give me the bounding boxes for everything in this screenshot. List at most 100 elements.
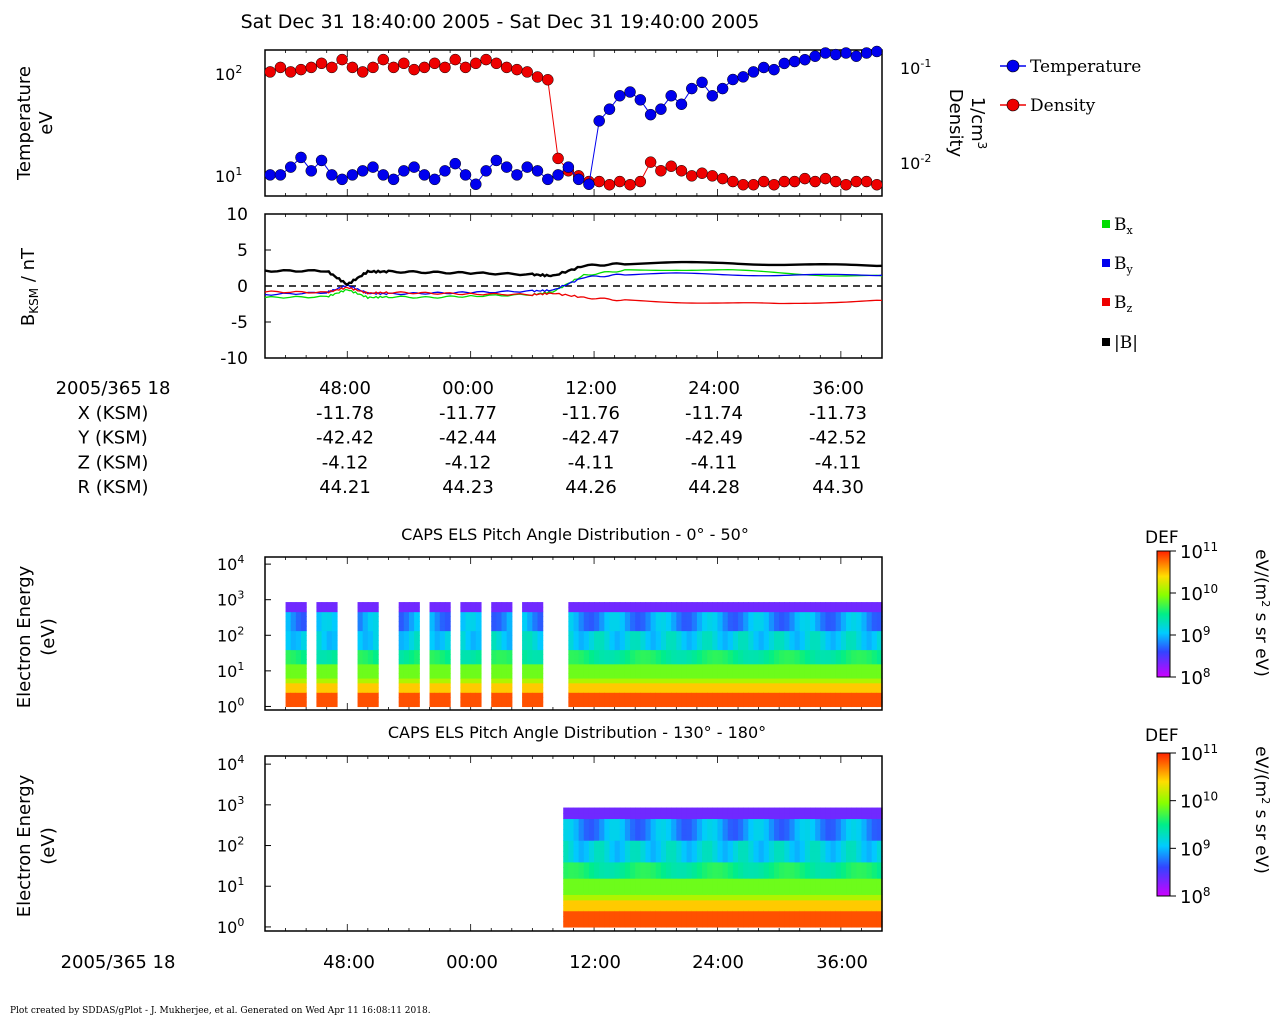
b-ytick: 5 <box>237 241 248 261</box>
spectrogram-cell <box>789 905 796 912</box>
spectrogram-cell <box>707 668 713 674</box>
spectrogram-cell <box>578 654 585 660</box>
spectrogram-cell <box>851 818 857 825</box>
spectrogram-cell <box>851 630 857 636</box>
spectrogram-cell <box>804 663 811 670</box>
spectrogram-cell <box>537 701 544 708</box>
spectrogram-cell <box>876 677 883 684</box>
spectrogram-cell <box>532 663 539 670</box>
spectrogram-cell <box>614 701 621 708</box>
spectrogram-cell <box>768 611 775 617</box>
spectrogram-cell <box>820 687 827 693</box>
spectrogram-cell <box>743 682 749 689</box>
spectrogram-cell <box>876 850 883 857</box>
spectrogram-cell <box>727 910 734 917</box>
spectrogram-cell <box>414 602 420 608</box>
spectrogram-cell <box>398 602 405 608</box>
spectrogram-cell <box>851 606 857 613</box>
legend-by-marker <box>1102 259 1110 267</box>
spectrogram-cell <box>696 861 703 868</box>
spectrogram-cell <box>835 635 842 641</box>
spectrogram-cell <box>804 845 811 852</box>
spectrogram-cell <box>768 677 775 684</box>
spectrogram-cell <box>583 644 590 651</box>
spectrogram-cell <box>861 910 868 917</box>
spectrogram-cell <box>707 834 713 841</box>
spectrogram-cell <box>840 834 847 841</box>
spectrogram-cell <box>815 616 821 622</box>
spectrogram-cell <box>758 916 765 923</box>
spectrogram-cell <box>871 640 878 646</box>
spectrogram-cell <box>630 640 636 646</box>
spectrogram-cell <box>779 701 785 708</box>
spectrogram-cell <box>722 894 729 901</box>
spectrogram-cell <box>681 625 688 632</box>
spectrogram-cell <box>609 829 616 836</box>
spectrogram-cell <box>604 701 611 708</box>
spectrogram-cell <box>439 687 446 693</box>
spectrogram-cell <box>609 635 616 641</box>
spectrogram-cell <box>599 625 605 632</box>
spectrogram-cell <box>496 654 503 660</box>
spectrogram-cell <box>784 625 791 632</box>
spectrogram-cell <box>815 654 821 660</box>
spectrogram-cell <box>583 921 590 928</box>
spectrogram-cell <box>635 834 641 841</box>
spectrogram-cell <box>846 692 852 698</box>
spectrogram-cell <box>583 823 590 830</box>
spectrogram-cell <box>763 625 770 632</box>
spectrogram-cell <box>753 899 760 906</box>
spectrogram-cell <box>871 654 878 660</box>
density-point <box>603 178 616 191</box>
spectrogram-cell <box>599 921 605 928</box>
spectrogram-cell <box>573 867 580 874</box>
spectrogram-cell <box>671 630 677 636</box>
spectrogram-cell <box>660 611 667 617</box>
spectrogram-cell <box>784 888 791 895</box>
spectrogram-cell <box>763 654 770 660</box>
spectrogram-cell <box>630 644 636 651</box>
spectrogram-cell <box>789 861 796 868</box>
spectrogram-cell <box>686 840 693 847</box>
spectrogram-cell <box>681 807 688 814</box>
spectrogram-cell <box>686 611 693 617</box>
spectrogram-cell <box>830 861 837 868</box>
spectrogram-cell <box>676 899 683 906</box>
spectrogram-cell <box>599 621 605 627</box>
spectrogram-cell <box>743 640 749 646</box>
spectrogram-cell <box>614 659 621 665</box>
spectrogram-cell <box>619 845 626 852</box>
spectrogram-cell <box>588 856 595 863</box>
spectrogram-cell <box>768 692 775 698</box>
spectrogram-cell <box>820 677 827 684</box>
spectrogram-cell <box>815 606 821 613</box>
spectrogram-cell <box>295 687 302 693</box>
spectrogram-cell <box>578 823 585 830</box>
spectrogram-cell <box>671 818 677 825</box>
spectrogram-cell <box>835 807 842 814</box>
spectrogram-cell <box>316 644 323 651</box>
spectrogram-cell <box>429 640 436 646</box>
spectrogram-cell <box>712 616 719 622</box>
density-point <box>706 170 719 182</box>
spectrogram-cell <box>604 682 611 689</box>
spectrogram-cell <box>522 644 528 651</box>
spectrogram-cell <box>727 621 734 627</box>
temp-ytick-10^1: 101 <box>215 165 242 186</box>
spectrogram-cell <box>594 602 600 608</box>
spectrogram-cell <box>594 850 600 857</box>
spectrogram-cell <box>666 921 672 928</box>
spectrogram-cell <box>815 696 821 703</box>
spectrogram-cell <box>820 916 827 923</box>
spectrogram-cell <box>758 630 765 636</box>
spectrogram-cell <box>681 872 688 879</box>
spectrogram-cell <box>408 644 415 651</box>
spectrogram-cell <box>707 635 713 641</box>
density-axis-label: Density1/cm3 <box>945 89 989 158</box>
spectrogram-cell <box>630 807 636 814</box>
spectrogram-cell <box>707 616 713 622</box>
spectrogram-cell <box>794 850 801 857</box>
spectrogram-cell <box>861 834 868 841</box>
spectrogram-cell <box>408 630 415 636</box>
spectrogram-cell <box>851 845 857 852</box>
